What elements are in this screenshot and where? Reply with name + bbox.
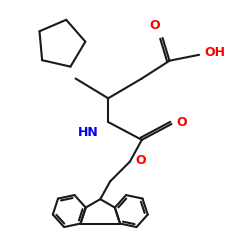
- Text: O: O: [135, 154, 145, 167]
- Text: OH: OH: [204, 46, 225, 59]
- Text: O: O: [176, 116, 187, 128]
- Text: HN: HN: [78, 126, 98, 139]
- Text: O: O: [149, 19, 160, 32]
